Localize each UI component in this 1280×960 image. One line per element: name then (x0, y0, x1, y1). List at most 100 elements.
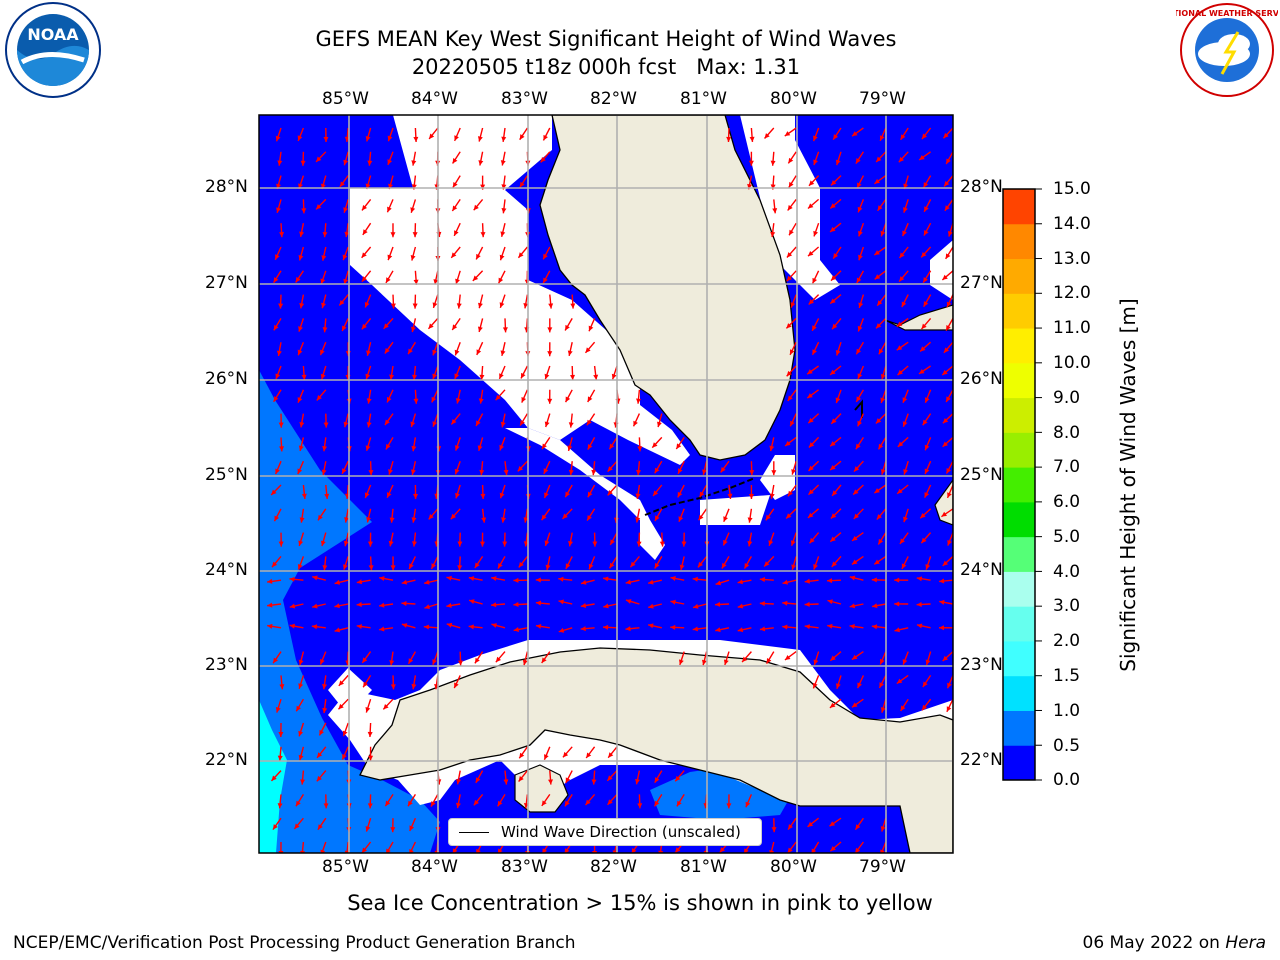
wind-wave-arrowhead (383, 323, 389, 329)
colorbar-segment (1003, 710, 1035, 746)
wind-wave-arrowhead (543, 468, 549, 474)
wind-wave-arrowhead (901, 301, 907, 308)
wind-wave-arrowhead (410, 421, 416, 428)
wind-wave-arrowhead (880, 849, 885, 853)
wind-wave-arrowhead (925, 659, 931, 666)
wind-wave-arrowhead (367, 803, 373, 809)
wind-wave-arrowhead (298, 730, 304, 737)
lon-label-bottom: 84°W (411, 857, 458, 877)
wind-wave-arrowhead (477, 445, 483, 451)
wind-wave-arrowhead (855, 158, 861, 164)
andros-land (934, 478, 953, 526)
wind-wave-arrowhead (921, 323, 927, 330)
wind-wave-arrowhead (356, 579, 363, 585)
wind-wave-arrowhead (410, 469, 416, 475)
wind-wave-arrowhead (267, 578, 273, 584)
colorbar-tick-label: 0.5 (1053, 736, 1081, 756)
wind-wave-arrowhead (851, 702, 858, 708)
wind-wave-arrowhead (450, 513, 457, 520)
wind-wave-arrowhead (830, 226, 836, 232)
wind-wave-arrowhead (813, 564, 818, 570)
wind-wave-arrowhead (274, 515, 280, 522)
wind-wave-arrowhead (880, 707, 886, 713)
wind-wave-arrowhead (476, 848, 481, 853)
wind-wave-arrowhead (412, 232, 418, 238)
wind-wave-arrowhead (408, 658, 414, 664)
wind-wave-arrowhead (896, 345, 903, 351)
wind-wave-arrowhead (587, 396, 593, 402)
wind-wave-arrowhead (544, 421, 550, 427)
wind-wave-arrowhead (278, 422, 284, 428)
lon-label-top: 80°W (770, 89, 817, 109)
wind-wave-arrowhead (390, 684, 396, 690)
wind-wave-arrowhead (857, 182, 862, 189)
lat-label-right: 26°N (960, 369, 1003, 389)
wind-wave-arrowhead (446, 602, 452, 608)
wind-wave-arrowhead (316, 775, 322, 782)
wind-wave-arrowhead (316, 204, 322, 210)
lat-label-left: 23°N (205, 655, 248, 675)
wind-wave-arrowhead (501, 136, 507, 142)
wind-wave-arrowhead (468, 624, 474, 630)
no-data-region-straits (700, 495, 770, 525)
wind-wave-arrowhead (500, 160, 506, 166)
wind-wave-arrowhead (275, 135, 281, 142)
wind-wave-arrowhead (921, 133, 928, 140)
wind-wave-arrowhead (871, 624, 878, 630)
wind-wave-arrowhead (361, 204, 368, 211)
wind-wave-arrowhead (715, 580, 722, 586)
wind-wave-arrowhead (807, 250, 814, 257)
wind-wave-arrowhead (518, 252, 524, 258)
wind-wave-arrowhead (368, 470, 374, 476)
wind-wave-arrowhead (432, 349, 438, 356)
colorbar-tick-label: 11.0 (1053, 318, 1091, 338)
wind-wave-arrowhead (297, 135, 303, 141)
wind-wave-arrowhead (499, 492, 505, 499)
wind-wave-arrowhead (390, 232, 396, 238)
wind-direction-arrows (267, 127, 953, 853)
wind-wave-arrowhead (361, 252, 367, 258)
wind-wave-arrowhead (523, 303, 529, 309)
wind-wave-arrowhead (366, 350, 371, 356)
wind-wave-arrowhead (631, 848, 637, 853)
wind-wave-arrowhead (611, 373, 617, 380)
wind-wave-arrowhead (924, 397, 930, 403)
wind-wave-arrowhead (342, 468, 347, 474)
wind-wave-arrowhead (387, 254, 393, 261)
wind-wave-arrowhead (925, 564, 931, 570)
wind-wave-arrowhead (813, 230, 819, 237)
wind-wave-arrowhead (540, 156, 546, 163)
wind-wave-arrowhead (748, 160, 754, 166)
colorbar-tick-label: 2.0 (1053, 631, 1081, 651)
lat-label-right: 28°N (960, 177, 1003, 197)
wind-wave-arrowhead (320, 658, 325, 665)
wind-wave-arrowhead (564, 848, 570, 853)
wind-wave-arrowhead (322, 445, 328, 452)
wind-wave-arrowhead (390, 303, 396, 309)
wind-wave-arrowhead (699, 491, 705, 498)
wind-wave-arrowhead (312, 603, 318, 609)
wind-wave-arrowhead (548, 303, 554, 309)
map-frame (258, 114, 954, 854)
colorbar-frame (1002, 188, 1036, 781)
wind-wave-arrowhead (856, 348, 862, 355)
wind-wave-arrowhead (830, 203, 836, 209)
wind-wave-arrowhead (830, 513, 837, 519)
wind-wave-arrowhead (541, 514, 547, 521)
wind-wave-arrowhead (947, 682, 952, 689)
wind-wave-arrowhead (830, 536, 836, 542)
colorbar-tick-label: 12.0 (1053, 283, 1091, 303)
wind-wave-arrowhead (786, 370, 792, 377)
wind-wave-arrowhead (939, 625, 945, 631)
wind-wave-arrowhead (276, 207, 281, 213)
wind-wave-arrowhead (433, 279, 439, 285)
wind-wave-arrowhead (367, 541, 373, 547)
wind-wave-arrowhead (654, 777, 660, 783)
wind-wave-arrowhead (412, 303, 418, 309)
wind-wave-arrowhead (319, 729, 324, 736)
wind-wave-arrowhead (785, 440, 791, 446)
wind-wave-arrowhead (657, 421, 662, 428)
wind-wave-arrowhead (501, 208, 507, 214)
wind-wave-arrowhead (902, 659, 908, 665)
